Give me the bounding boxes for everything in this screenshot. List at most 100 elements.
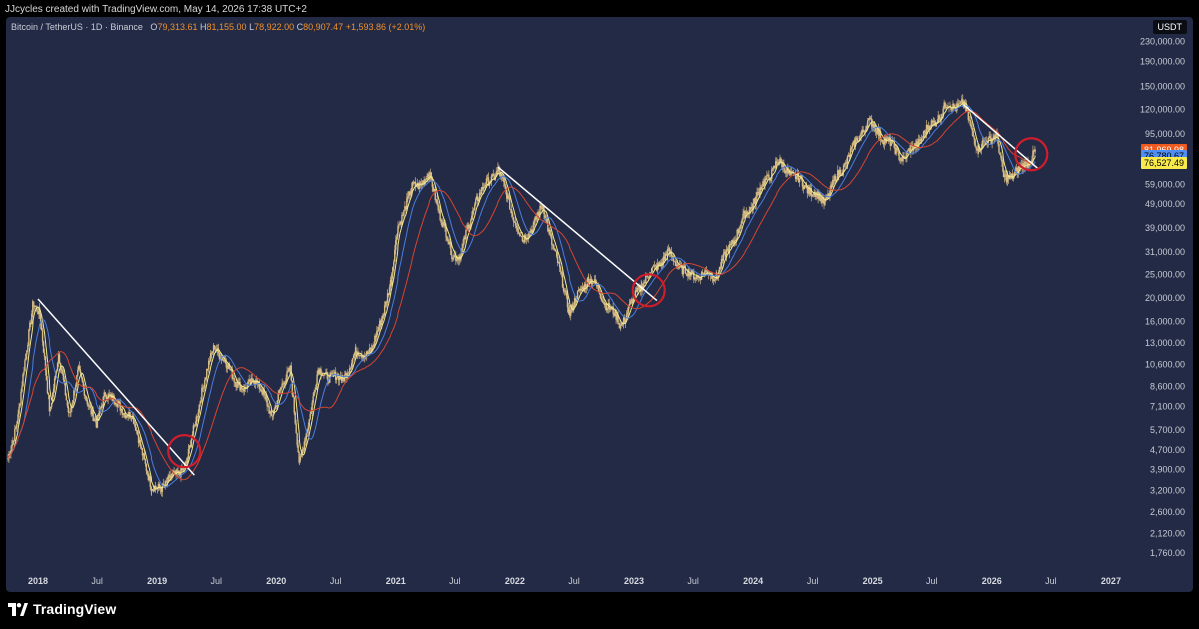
candle-body bbox=[899, 159, 901, 161]
breakout-circle[interactable] bbox=[631, 273, 666, 308]
candle-body bbox=[358, 355, 360, 356]
candle-body bbox=[224, 359, 227, 363]
candle-body bbox=[276, 400, 278, 407]
candle-body bbox=[82, 382, 85, 387]
chart-attribution: JJcycles created with TradingView.com, M… bbox=[5, 4, 307, 15]
candle-body bbox=[96, 415, 99, 428]
candle-body bbox=[297, 444, 299, 453]
candle-body bbox=[561, 273, 564, 288]
candle-body bbox=[173, 470, 175, 473]
candle-body bbox=[734, 240, 736, 242]
x-tick-label: Jul bbox=[210, 576, 222, 586]
candle-body bbox=[163, 485, 166, 487]
candle-body bbox=[623, 317, 626, 323]
tradingview-logo[interactable]: TradingView bbox=[8, 600, 116, 618]
candle-body bbox=[576, 291, 579, 300]
candle-body bbox=[277, 393, 279, 401]
candle-body bbox=[764, 178, 766, 186]
candle-body bbox=[262, 389, 264, 395]
candle-body bbox=[692, 269, 694, 273]
ma-fast-line bbox=[7, 102, 1036, 490]
candle-body bbox=[794, 173, 797, 179]
candle-body bbox=[916, 141, 918, 148]
candle-body bbox=[102, 396, 104, 407]
candle-body bbox=[1025, 161, 1027, 163]
candle-body bbox=[322, 374, 324, 376]
candle-body bbox=[1002, 162, 1004, 172]
candle-body bbox=[530, 229, 532, 233]
candle-body bbox=[953, 103, 955, 108]
trendline[interactable] bbox=[497, 166, 658, 302]
candle-body bbox=[884, 138, 887, 143]
candle-body bbox=[48, 395, 51, 412]
candle-body bbox=[493, 175, 496, 180]
candle-body bbox=[969, 120, 971, 126]
candle-body bbox=[498, 167, 500, 172]
candle-body bbox=[758, 192, 760, 196]
candle-body bbox=[346, 372, 348, 378]
candle-body bbox=[234, 381, 236, 383]
x-tick-label: 2025 bbox=[863, 576, 883, 586]
candle-body bbox=[990, 138, 992, 145]
candle-body bbox=[418, 182, 420, 189]
candle-body bbox=[942, 108, 944, 115]
candle-body bbox=[325, 371, 327, 374]
candle-body bbox=[60, 368, 63, 371]
candle-body bbox=[647, 276, 649, 278]
symbol-legend: Bitcoin / TetherUS · 1D · Binance O79,31… bbox=[11, 22, 425, 32]
breakout-circle[interactable] bbox=[167, 434, 202, 469]
candle-body bbox=[948, 107, 950, 109]
candle-body bbox=[414, 181, 417, 187]
candle-body bbox=[847, 154, 850, 157]
candle-body bbox=[604, 303, 607, 305]
candle-body bbox=[523, 235, 526, 242]
chart-panel[interactable]: 1,760.00 2,120.00 2,600.00 3,200.00 3,900.00… bbox=[6, 17, 1193, 592]
price-chart[interactable]: 1,760.00 2,120.00 2,600.00 3,200.00 3,900.00… bbox=[6, 17, 1193, 592]
candle-body bbox=[46, 380, 49, 394]
candle-body bbox=[79, 369, 82, 374]
candle-body bbox=[438, 209, 440, 211]
candle-body bbox=[774, 165, 776, 168]
candle-body bbox=[118, 401, 120, 403]
candle-body bbox=[579, 288, 582, 291]
trendline[interactable] bbox=[962, 103, 1040, 170]
candle-body bbox=[319, 368, 321, 375]
candle-body bbox=[738, 229, 740, 234]
candle-body bbox=[842, 165, 845, 173]
candle-body bbox=[771, 169, 773, 179]
candle-body bbox=[167, 475, 169, 483]
candle-body bbox=[432, 186, 434, 192]
candle-body bbox=[44, 356, 47, 371]
trendline[interactable] bbox=[37, 298, 195, 476]
candle-body bbox=[795, 176, 798, 179]
candle-body bbox=[661, 262, 664, 265]
candle-body bbox=[714, 279, 717, 281]
candle-body bbox=[227, 364, 229, 369]
candle-body bbox=[1003, 174, 1006, 178]
candle-body bbox=[672, 256, 675, 262]
candle-body bbox=[264, 394, 266, 396]
y-tick-label: 16,000.00 bbox=[1145, 316, 1185, 326]
candle-body bbox=[506, 189, 508, 199]
candle-body bbox=[619, 325, 622, 329]
candle-body bbox=[812, 194, 814, 196]
candle-body bbox=[334, 371, 337, 380]
candle-body bbox=[162, 483, 165, 486]
candle-body bbox=[730, 243, 733, 246]
candle-body bbox=[553, 244, 555, 249]
low-label: L bbox=[249, 22, 255, 32]
candle-body bbox=[708, 274, 711, 276]
candle-body bbox=[567, 307, 570, 314]
candle-body bbox=[937, 115, 939, 124]
breakout-circle[interactable] bbox=[1014, 137, 1049, 172]
candle-body bbox=[428, 175, 431, 178]
candle-body bbox=[828, 193, 830, 197]
candle-body bbox=[809, 188, 812, 195]
candle-body bbox=[779, 158, 781, 162]
candle-body bbox=[981, 140, 984, 148]
candle-body bbox=[943, 102, 945, 109]
candle-body bbox=[958, 103, 960, 107]
candle-body bbox=[744, 213, 747, 219]
currency-badge[interactable]: USDT bbox=[1152, 20, 1187, 34]
candle-body bbox=[359, 355, 361, 356]
